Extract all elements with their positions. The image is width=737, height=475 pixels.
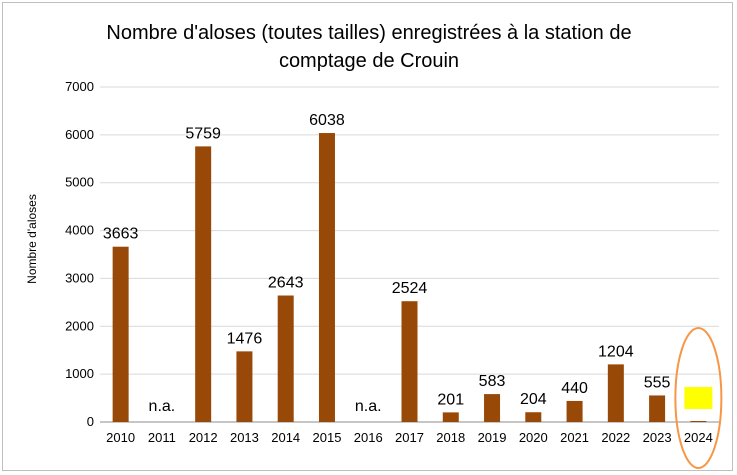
data-label: n.a. xyxy=(355,398,382,415)
data-label: 5759 xyxy=(185,125,221,142)
data-label: 583 xyxy=(479,373,506,390)
x-tick-label: 2019 xyxy=(478,430,507,445)
data-label: 204 xyxy=(520,391,547,408)
y-tick-label: 1000 xyxy=(65,366,94,381)
x-tick-label: 2016 xyxy=(354,430,383,445)
x-tick-label: 2010 xyxy=(106,430,135,445)
x-tick-labels: 2010 2011 2012 2013 2014 2015 2016 2017 2018 2019… xyxy=(106,430,713,445)
data-label: n.a. xyxy=(149,398,176,415)
data-label: 1204 xyxy=(598,343,634,360)
y-tick-label: 7000 xyxy=(65,79,94,94)
x-tick-label: 2022 xyxy=(601,430,630,445)
y-tick-label: 5000 xyxy=(65,175,94,190)
bars xyxy=(112,133,707,422)
bar xyxy=(318,133,335,422)
data-label: 3663 xyxy=(103,226,139,243)
data-label: 1476 xyxy=(227,330,263,347)
data-label: 2524 xyxy=(392,280,428,297)
highlight-2024 xyxy=(674,327,723,469)
x-tick-label: 2021 xyxy=(560,430,589,445)
data-label: 201 xyxy=(437,391,464,408)
x-tick-label: 2015 xyxy=(313,430,342,445)
y-axis-label: Nombre d'aloses xyxy=(25,194,39,284)
bar xyxy=(112,246,129,422)
y-tick-label: 4000 xyxy=(65,223,94,238)
data-label: 2643 xyxy=(268,275,304,292)
x-tick-label: 2023 xyxy=(643,430,672,445)
data-label: 440 xyxy=(561,380,588,397)
highlight-label-background xyxy=(684,387,713,409)
bar xyxy=(401,301,418,422)
bar xyxy=(649,395,666,422)
x-tick-label: 2018 xyxy=(436,430,465,445)
data-labels: 3663 n.a. 5759 1476 2643 6038 n.a. 2524 201 583 20… xyxy=(103,112,708,415)
x-tick-label: 2012 xyxy=(189,430,218,445)
x-tick-label: 2024 xyxy=(684,430,713,445)
bar xyxy=(607,364,624,422)
chart-frame: Nombre d'aloses (toutes tailles) enregis… xyxy=(2,2,733,471)
y-tick-label: 6000 xyxy=(65,127,94,142)
bar xyxy=(525,412,542,422)
bar-chart: Nombre d'aloses (toutes tailles) enregis… xyxy=(25,22,723,469)
bar xyxy=(566,400,583,422)
x-tick-label: 2017 xyxy=(395,430,424,445)
data-label: 555 xyxy=(644,374,671,391)
bar xyxy=(484,394,501,422)
x-tick-label: 2014 xyxy=(271,430,300,445)
data-label: 6038 xyxy=(309,112,345,129)
bar xyxy=(236,351,253,422)
y-tick-label: 3000 xyxy=(65,270,94,285)
y-tick-labels: 0 1000 2000 3000 4000 5000 6000 7000 xyxy=(65,79,94,429)
bar xyxy=(195,146,212,422)
chart-title-line-1: Nombre d'aloses (toutes tailles) enregis… xyxy=(106,22,631,44)
y-tick-label: 0 xyxy=(87,414,94,429)
bar xyxy=(442,412,459,422)
highlight-ellipse xyxy=(674,327,723,469)
bar xyxy=(690,421,707,422)
x-tick-label: 2013 xyxy=(230,430,259,445)
x-tick-label: 2020 xyxy=(519,430,548,445)
y-tick-label: 2000 xyxy=(65,318,94,333)
bar xyxy=(277,295,294,422)
chart-title-line-2: comptage de Crouin xyxy=(279,50,459,72)
x-tick-label: 2011 xyxy=(148,430,176,445)
